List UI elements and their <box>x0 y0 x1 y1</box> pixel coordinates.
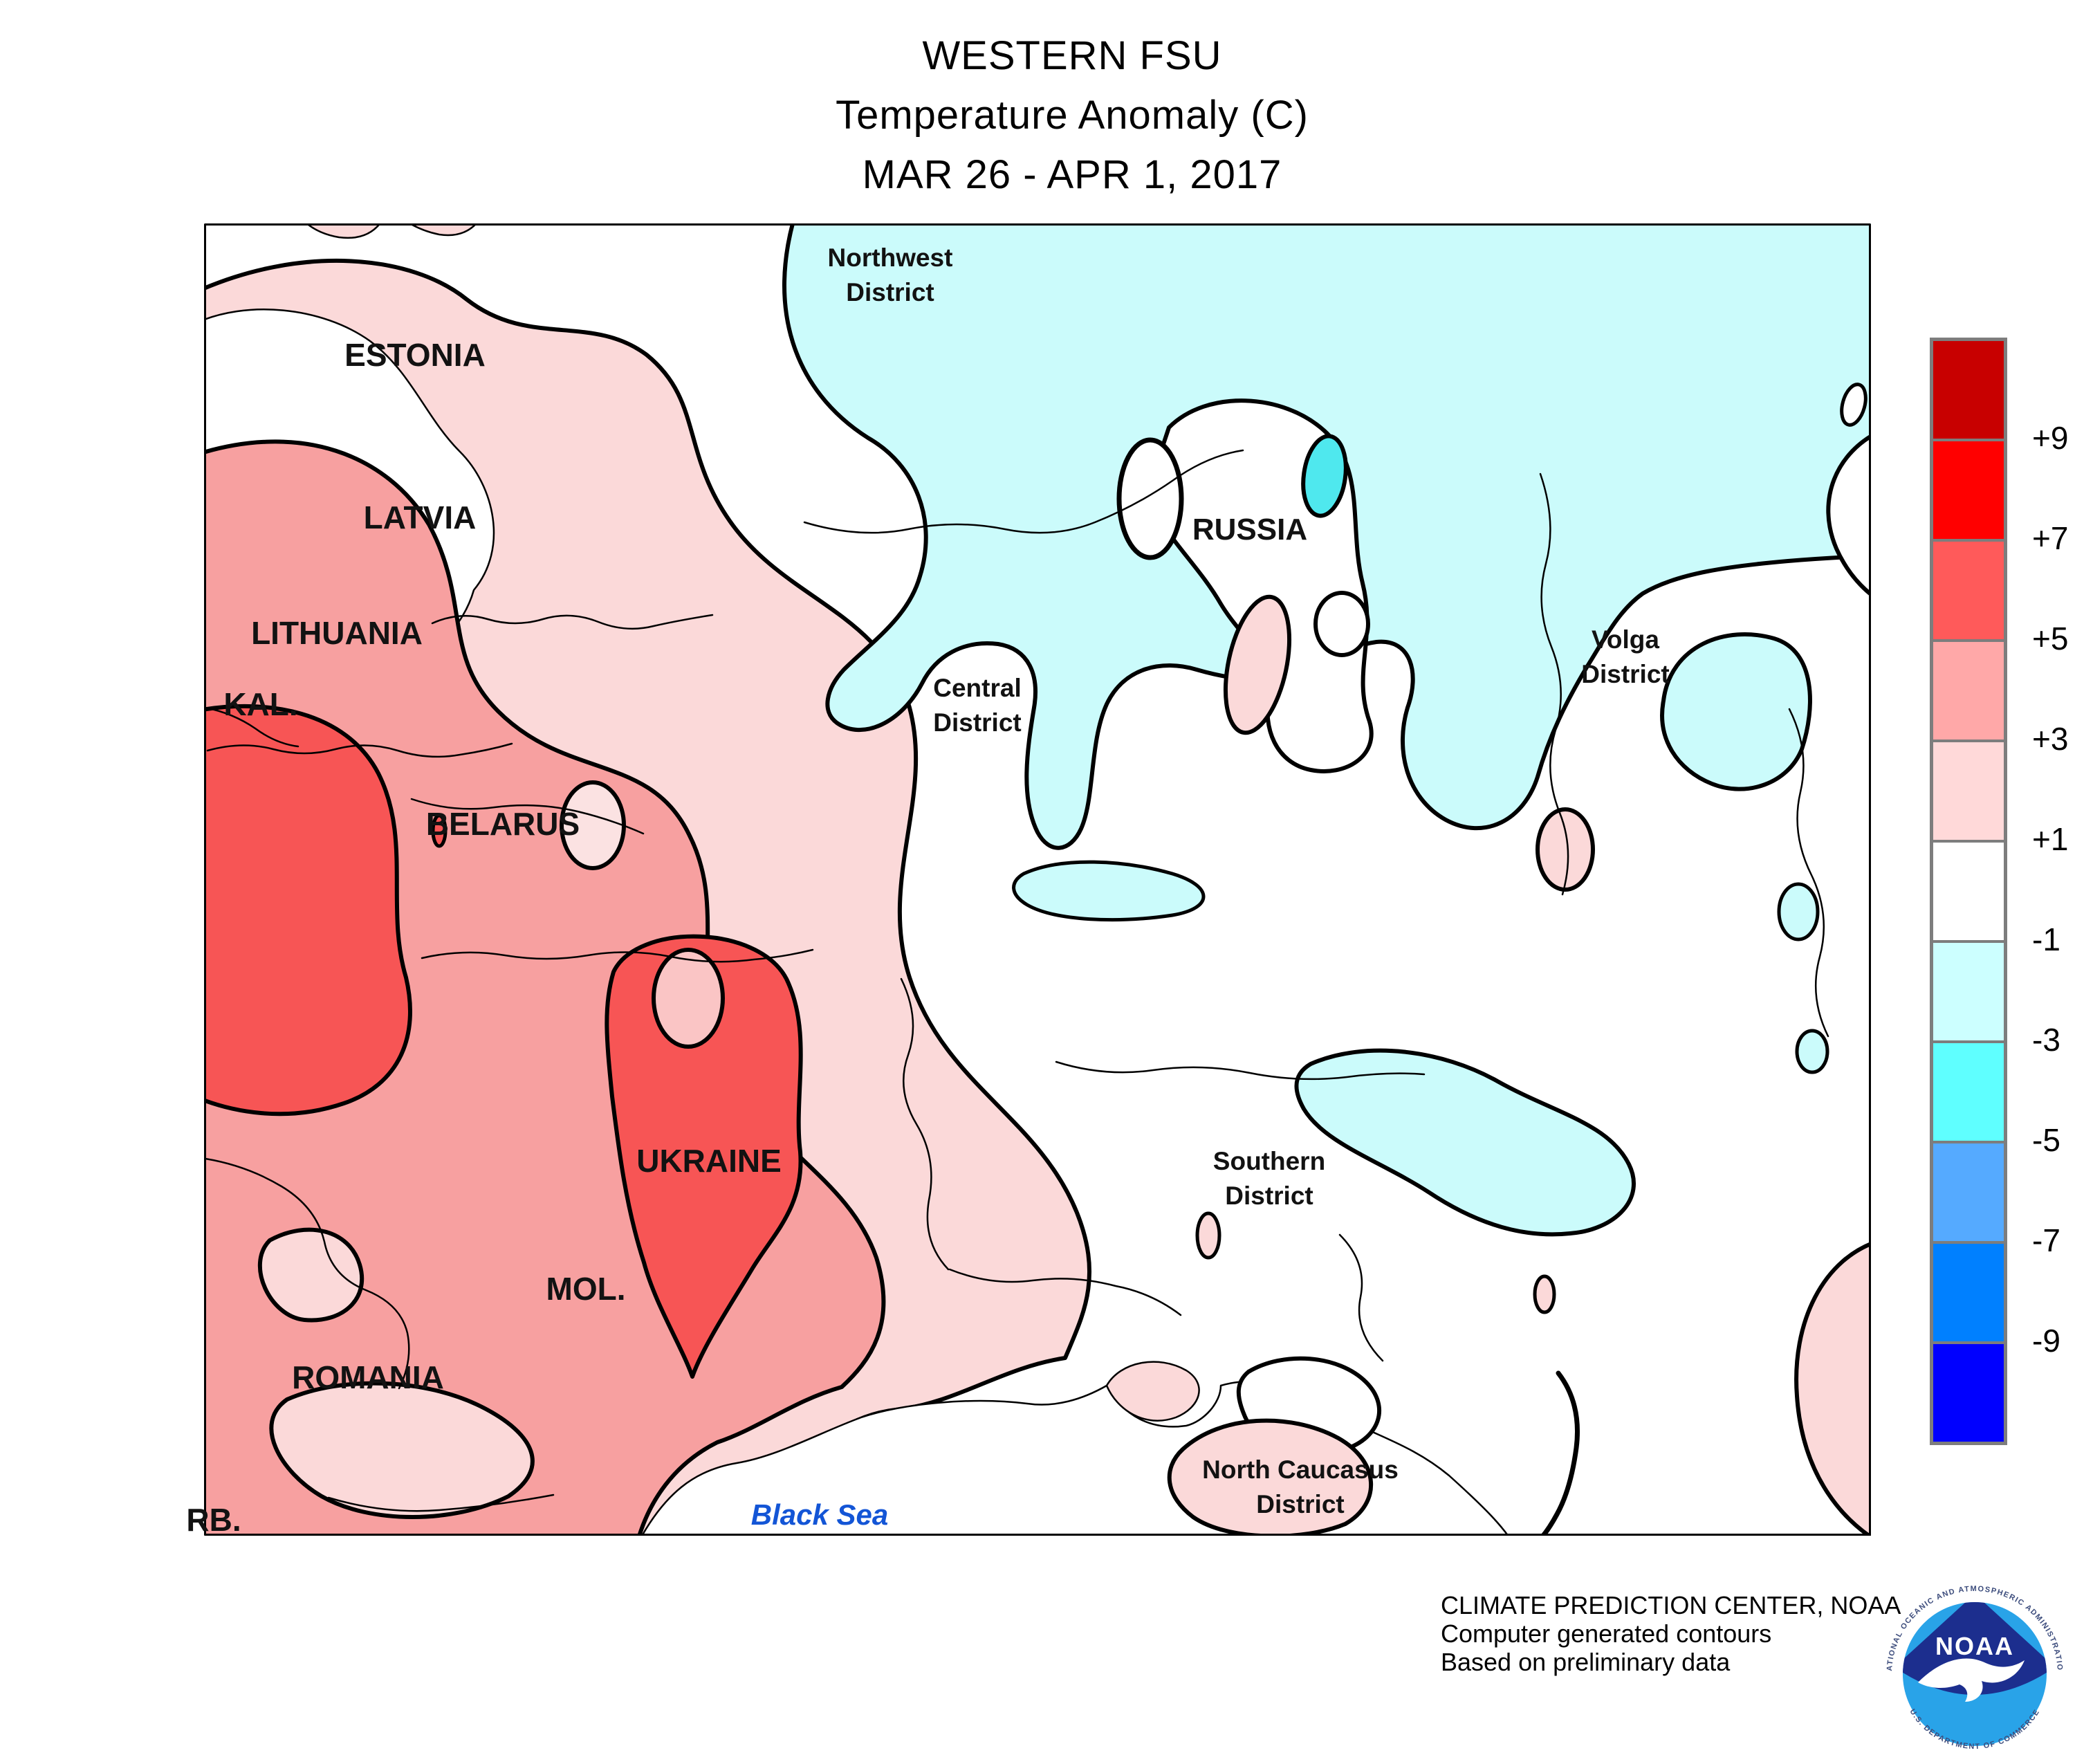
legend-cell <box>1933 539 2004 639</box>
page-title: WESTERN FSU Temperature Anomaly (C) MAR … <box>69 26 2075 205</box>
legend-cell <box>1933 940 2004 1040</box>
credits-line-1: CLIMATE PREDICTION CENTER, NOAA <box>1441 1591 1901 1619</box>
legend-cell <box>1933 840 2004 940</box>
map-label-lithuania: LITHUANIA <box>251 615 423 651</box>
title-line-2: Temperature Anomaly (C) <box>836 93 1309 138</box>
legend-tick-label: +5 <box>2032 621 2069 656</box>
legend-cell <box>1933 439 2004 539</box>
legend-tick-label: -7 <box>2032 1222 2060 1258</box>
legend-labels: +9 +7 +5 +3 +1 -1 -3 -5 -7 -9 <box>2032 338 2075 1444</box>
legend-tick-label: -1 <box>2032 921 2060 957</box>
credits-line-2: Computer generated contours <box>1441 1619 1772 1648</box>
logo-noaa-text: NOAA <box>1935 1632 2014 1660</box>
crimea-peninsula <box>1105 1361 1200 1422</box>
anomaly-map: ESTONIA LATVIA LITHUANIA KAL. BELARUS UK… <box>186 223 1871 1538</box>
map-label-volga-district: Volga District <box>1581 625 1670 688</box>
legend-cell <box>1933 341 2004 439</box>
credits-line-3: Based on preliminary data <box>1441 1648 1731 1676</box>
credits: CLIMATE PREDICTION CENTER, NOAA Computer… <box>1441 1591 1901 1676</box>
legend-tick-label: +3 <box>2032 721 2069 757</box>
legend-tick-label: -3 <box>2032 1022 2060 1058</box>
map-label-estonia: ESTONIA <box>344 337 486 373</box>
southeast-features <box>1167 1211 1871 1536</box>
warm-anomaly-plus5-region <box>204 704 803 1379</box>
title-line-3: MAR 26 - APR 1, 2017 <box>862 152 1282 197</box>
cool-anomaly-minus3-oval <box>1301 434 1348 518</box>
map-label-latvia: LATVIA <box>363 499 477 535</box>
neutral-anomaly-holes <box>1116 383 1871 892</box>
map-label-serbia: RB. <box>186 1502 241 1538</box>
map-label-belarus: BELARUS <box>425 806 580 842</box>
right-edge-warm-crescent <box>1794 1241 1871 1536</box>
map-label-southern-district: Southern District <box>1212 1147 1326 1210</box>
caspian-contour <box>1540 1370 1580 1536</box>
map-label-black-sea: Black Sea <box>750 1498 889 1531</box>
map-label-romania: ROMANIA <box>292 1359 444 1395</box>
color-scale-legend <box>1930 338 2007 1445</box>
warm-oval-in-channel <box>1223 594 1292 735</box>
anomaly-map-svg <box>204 223 1871 1536</box>
legend-cell <box>1933 1241 2004 1341</box>
map-label-central-district: Central District <box>933 674 1022 737</box>
legend-tick-label: -9 <box>2032 1323 2060 1359</box>
seagull-icon <box>1918 1658 2025 1702</box>
map-label-russia: RUSSIA <box>1192 513 1308 546</box>
title-line-1: WESTERN FSU <box>922 33 1222 78</box>
legend-bar <box>1930 338 2007 1445</box>
map-label-ukraine: UKRAINE <box>636 1143 782 1179</box>
legend-tick-label: -5 <box>2032 1122 2060 1158</box>
legend-tick-label: +7 <box>2032 520 2069 556</box>
legend-cell <box>1933 1341 2004 1442</box>
map-label-northwest-district: Northwest District <box>827 244 953 306</box>
legend-cell <box>1933 739 2004 840</box>
legend-cell <box>1933 1040 2004 1141</box>
map-label-north-caucasus-district: North Caucasus District <box>1202 1455 1399 1518</box>
legend-cell <box>1933 639 2004 739</box>
map-label-moldova: MOL. <box>546 1271 626 1307</box>
legend-cell <box>1933 1141 2004 1241</box>
map-label-kaliningrad: KAL. <box>223 686 298 722</box>
north-caucasus-warm-blob <box>1167 1418 1373 1536</box>
volga-warm-oval <box>1536 807 1595 892</box>
finland-coast <box>305 223 382 239</box>
legend-tick-label: +1 <box>2032 821 2069 857</box>
legend-tick-label: +9 <box>2032 420 2069 456</box>
map-border <box>204 223 1871 1536</box>
noaa-logo: NOAA NATIONAL OCEANIC AND ATMOSPHERIC AD… <box>1873 1570 2073 1764</box>
country-borders <box>204 449 1829 1512</box>
